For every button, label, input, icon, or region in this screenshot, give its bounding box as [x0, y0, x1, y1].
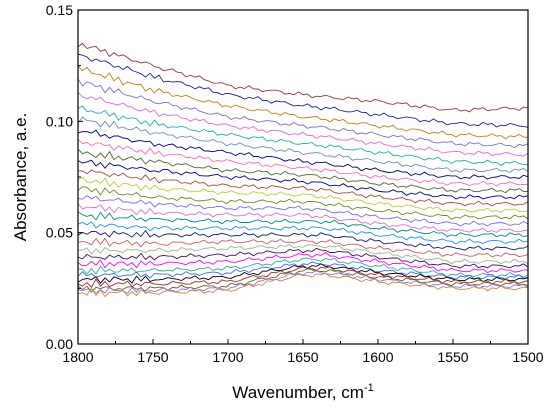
x-axis-title: Wavenumber, cm-1 [232, 382, 373, 402]
spectrum-line-19 [77, 229, 529, 251]
spectrum-line-21 [77, 243, 529, 265]
spectrum-line-4 [77, 78, 529, 149]
spectrum-line-7 [77, 116, 529, 174]
x-tick-label-1500: 1500 [512, 349, 543, 365]
y-tick-label-0.10: 0.10 [46, 113, 73, 129]
spectrum-line-20 [77, 237, 529, 258]
spectrum-line-14 [77, 186, 529, 220]
y-tick-label-0.15: 0.15 [46, 2, 73, 18]
spectrum-line-8 [77, 129, 529, 180]
spectrum-line-18 [77, 221, 529, 245]
spectrum-line-12 [77, 169, 529, 207]
x-tick-label-1750: 1750 [137, 349, 168, 365]
spectrum-line-6 [77, 105, 529, 166]
spectrum-line-27 [77, 266, 529, 288]
y-tick-label-0.00: 0.00 [46, 336, 73, 352]
x-axis-ticks: 1800 1750 1700 1650 1600 1550 1500 [62, 339, 544, 365]
x-axis-title-superscript: -1 [364, 382, 374, 394]
series-layer [77, 42, 529, 298]
spectrum-line-26 [77, 263, 529, 284]
spectrum-line-30 [77, 272, 529, 298]
x-tick-label-1800: 1800 [62, 349, 93, 365]
spectrum-line-23 [77, 252, 529, 274]
y-tick-label-0.05: 0.05 [46, 225, 73, 241]
spectrum-line-3 [77, 65, 529, 140]
spectrum-line-16 [77, 203, 529, 233]
spectrum-line-9 [77, 139, 529, 187]
y-axis-title: Absorbance, a.e. [11, 113, 30, 242]
spectrum-line-28 [77, 268, 529, 293]
spectrum-line-13 [77, 176, 529, 214]
spectrum-line-10 [77, 148, 529, 194]
plot-area: 1800 1750 1700 1650 1600 1550 1500 0.00 0.05 0.1… [46, 2, 544, 365]
x-tick-label-1700: 1700 [212, 349, 243, 365]
x-tick-label-1550: 1550 [437, 349, 468, 365]
spectrum-line-25 [77, 261, 529, 280]
spectrum-line-15 [77, 195, 529, 227]
x-tick-label-1600: 1600 [362, 349, 393, 365]
spectrum-line-2 [77, 53, 529, 128]
spectrum-line-22 [77, 247, 529, 269]
spectrum-line-24 [78, 257, 529, 278]
spectrum-line-1 [77, 42, 529, 113]
x-tick-label-1650: 1650 [287, 349, 318, 365]
x-axis-title-text: Wavenumber, cm [232, 383, 364, 402]
spectrum-line-17 [77, 211, 529, 238]
y-axis-ticks: 0.00 0.05 0.10 0.15 [46, 2, 83, 352]
spectrum-line-11 [77, 159, 529, 200]
spectrum-line-5 [77, 91, 529, 157]
